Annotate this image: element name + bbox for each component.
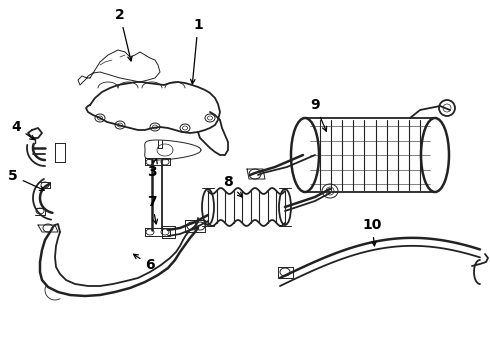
Text: 3: 3	[147, 159, 157, 179]
Text: 1: 1	[191, 18, 203, 84]
Text: 9: 9	[310, 98, 327, 131]
Text: 8: 8	[223, 175, 242, 197]
Text: 6: 6	[133, 254, 155, 272]
Text: 4: 4	[11, 120, 35, 140]
Text: 7: 7	[147, 195, 158, 224]
Text: 5: 5	[8, 169, 44, 190]
Text: 10: 10	[362, 218, 382, 246]
Text: 2: 2	[115, 8, 132, 61]
